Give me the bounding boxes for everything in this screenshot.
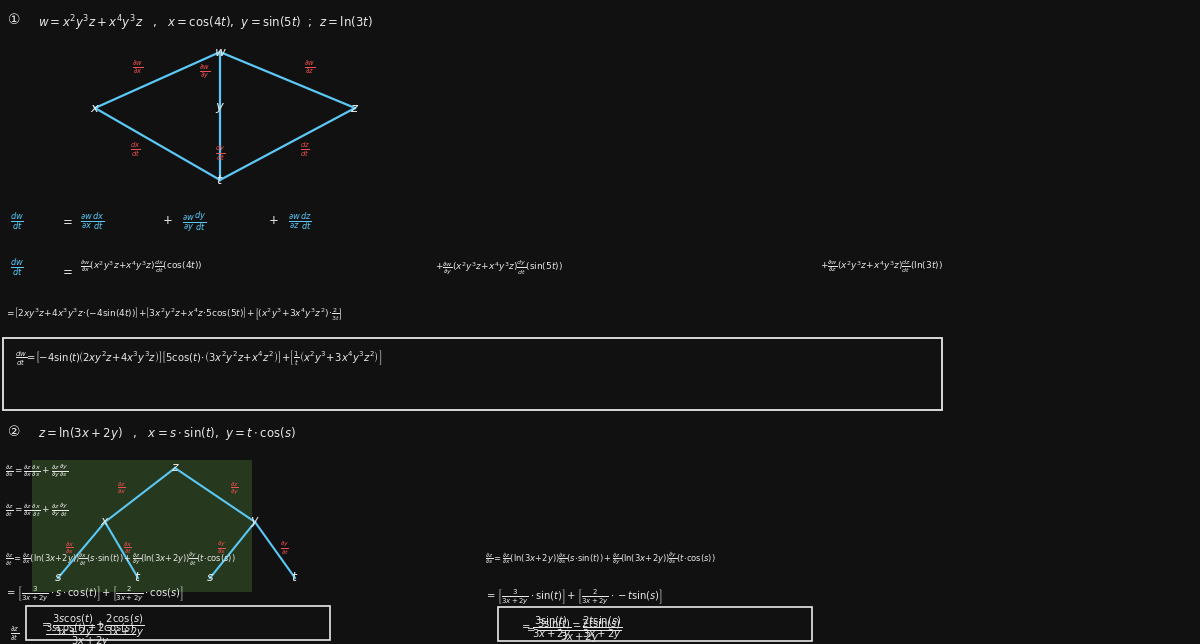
Text: $=\dfrac{3s\cos(t)}{3x+2y}+\dfrac{2\cos(s)}{3x+2y}$: $=\dfrac{3s\cos(t)}{3x+2y}+\dfrac{2\cos(… <box>40 613 145 640</box>
Text: ②: ② <box>8 425 20 439</box>
Text: $w = x^2y^3z + x^4y^3z$   ,   $x = \cos(4t)$,  $y = \sin(5t)$  ;  $z = \ln(3t)$: $w = x^2y^3z + x^4y^3z$ , $x = \cos(4t)$… <box>38 13 373 33</box>
Text: $\frac{\partial w}{\partial x}(x^2y^3z\!+\!x^4y^3z)\frac{dx}{dt}(\cos(4t))$: $\frac{\partial w}{\partial x}(x^2y^3z\!… <box>80 258 203 274</box>
Text: $\frac{dw}{dt}\!=\!\left[-4\sin(t)\!\left(2xy^2z\!+\!4x^3y^3z\right)\right]\left: $\frac{dw}{dt}\!=\!\left[-4\sin(t)\!\lef… <box>14 348 383 367</box>
Text: $\frac{\partial w}{\partial x}\frac{dx}{dt}$: $\frac{\partial w}{\partial x}\frac{dx}{… <box>80 210 104 232</box>
Text: $\frac{\partial y}{\partial s}$: $\frac{\partial y}{\partial s}$ <box>217 540 227 556</box>
Text: $\frac{\partial x}{\partial s}$: $\frac{\partial x}{\partial s}$ <box>66 540 74 556</box>
Text: $\frac{\partial z}{\partial y}$: $\frac{\partial z}{\partial y}$ <box>230 480 240 496</box>
Text: $+\frac{\partial w}{\partial z}(x^2y^3z\!+\!x^4y^3z)\frac{dz}{dt}(\ln(3t))$: $+\frac{\partial w}{\partial z}(x^2y^3z\… <box>820 258 943 274</box>
Text: $\frac{dw}{dt}$: $\frac{dw}{dt}$ <box>10 210 24 232</box>
Text: $=\!\left[2xy^3z\!+\!4x^3y^3z\!\cdot\!(-4\sin(4t))\right]\!+\!\left[3x^2y^2z\!+\: $=\!\left[2xy^3z\!+\!4x^3y^3z\!\cdot\!(-… <box>5 306 343 323</box>
Text: $\frac{\partial z}{\partial s}=\frac{\partial z}{\partial x}\frac{\partial x}{\p: $\frac{\partial z}{\partial s}=\frac{\pa… <box>5 463 68 480</box>
Text: $\frac{dy}{dt}$: $\frac{dy}{dt}$ <box>215 143 226 163</box>
Text: $+\frac{\partial w}{\partial y}(x^2y^3z\!+\!x^4y^3z)\frac{dy}{dt}(\sin(5t))$: $+\frac{\partial w}{\partial y}(x^2y^3z\… <box>434 258 563 276</box>
Text: $\frac{dz}{dt}$: $\frac{dz}{dt}$ <box>300 141 310 159</box>
Text: $z = \ln(3x+2y)$   ,   $x = s\cdot\sin(t)$,  $y = t\cdot\cos(s)$: $z = \ln(3x+2y)$ , $x = s\cdot\sin(t)$, … <box>38 425 296 442</box>
Text: $\frac{\partial w}{\partial z}\frac{dz}{dt}$: $\frac{\partial w}{\partial z}\frac{dz}{… <box>288 210 312 232</box>
Text: $\frac{dx}{dt}$: $\frac{dx}{dt}$ <box>130 141 140 159</box>
Text: $\frac{\partial y}{\partial t}$: $\frac{\partial y}{\partial t}$ <box>281 539 289 556</box>
Text: $=\dfrac{3\sin(t)-2t\sin(s)}{3x+2y}$: $=\dfrac{3\sin(t)-2t\sin(s)}{3x+2y}$ <box>526 618 622 644</box>
Text: $z$: $z$ <box>350 102 360 115</box>
Text: $x$: $x$ <box>90 102 100 115</box>
Text: $y$: $y$ <box>250 515 260 529</box>
FancyBboxPatch shape <box>32 460 252 592</box>
Text: $\frac{\partial z}{\partial s}=\frac{\partial z}{\partial x}(\ln(3x\!+\!2y))\fra: $\frac{\partial z}{\partial s}=\frac{\pa… <box>485 550 715 567</box>
Text: $\frac{\partial z}{\partial t}=\frac{\partial z}{\partial x}\frac{\partial x}{\p: $\frac{\partial z}{\partial t}=\frac{\pa… <box>5 502 68 519</box>
Text: $=$: $=$ <box>60 264 73 277</box>
Text: $s$: $s$ <box>54 571 62 585</box>
Text: $\frac{\partial w}{\partial z}$: $\frac{\partial w}{\partial z}$ <box>305 60 316 77</box>
Text: $s$: $s$ <box>206 571 214 585</box>
Text: $\frac{\partial w}{\partial y}$: $\frac{\partial w}{\partial y}$ <box>199 63 210 80</box>
Text: $x$: $x$ <box>100 515 110 529</box>
Text: $\dfrac{3s\cos(t)+2\cos(s)}{3x+2y}$: $\dfrac{3s\cos(t)+2\cos(s)}{3x+2y}$ <box>46 622 136 644</box>
Text: ①: ① <box>8 13 20 27</box>
Text: $y$: $y$ <box>215 101 226 115</box>
Text: $=\left[\frac{3}{3x+2y}\cdot s\cdot\cos(t)\right]+\left[\frac{2}{3x+2y}\cdot\cos: $=\left[\frac{3}{3x+2y}\cdot s\cdot\cos(… <box>5 585 184 604</box>
Text: $w$: $w$ <box>214 46 227 59</box>
Text: $t$: $t$ <box>292 571 299 585</box>
Text: $\frac{dw}{dt}$: $\frac{dw}{dt}$ <box>10 256 24 278</box>
Text: $t$: $t$ <box>216 173 224 187</box>
Text: $=$: $=$ <box>60 214 73 227</box>
Text: $+$: $+$ <box>162 214 173 227</box>
Text: $t$: $t$ <box>134 571 142 585</box>
Text: $\frac{\partial z}{\partial x}$: $\frac{\partial z}{\partial x}$ <box>118 480 126 496</box>
Text: $+$: $+$ <box>268 214 278 227</box>
Text: $=\left[\frac{3}{3x+2y}\cdot\sin(t)\right]+\left[\frac{2}{3x+2y}\cdot-t\sin(s)\r: $=\left[\frac{3}{3x+2y}\cdot\sin(t)\righ… <box>485 588 662 607</box>
Text: $\frac{\partial x}{\partial t}$: $\frac{\partial x}{\partial t}$ <box>124 540 132 556</box>
Text: $z$: $z$ <box>170 462 180 475</box>
Text: $\frac{\partial w}{\partial x}$: $\frac{\partial w}{\partial x}$ <box>132 60 144 77</box>
Text: $\frac{\partial z}{\partial t}$: $\frac{\partial z}{\partial t}$ <box>10 625 19 643</box>
Text: $=\dfrac{3\sin(t)}{3x+2y}-\dfrac{2t\sin(s)}{3x+2y}$: $=\dfrac{3\sin(t)}{3x+2y}-\dfrac{2t\sin(… <box>520 615 623 642</box>
Text: $\frac{\partial w}{\partial y}\frac{dy}{dt}$: $\frac{\partial w}{\partial y}\frac{dy}{… <box>182 210 206 234</box>
Text: $\frac{\partial z}{\partial t}=\frac{\partial z}{\partial x}(\ln(3x\!+\!2y))\fra: $\frac{\partial z}{\partial t}=\frac{\pa… <box>5 550 235 568</box>
